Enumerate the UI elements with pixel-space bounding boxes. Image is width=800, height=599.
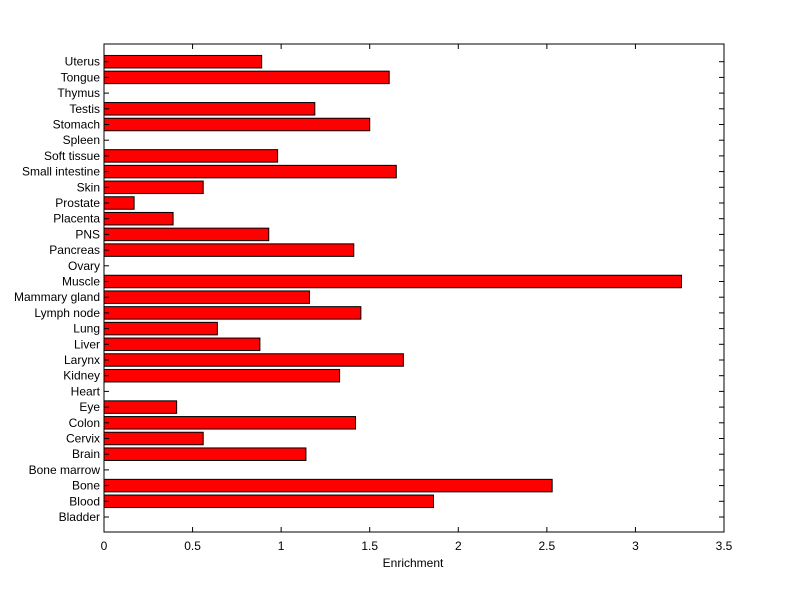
y-tick-label-blood: Blood <box>69 494 100 508</box>
bar-stomach <box>103 117 371 132</box>
bar-skin <box>103 180 204 195</box>
bar-pns <box>103 227 270 242</box>
x-tick-label: 0 <box>101 539 108 553</box>
y-tick-label-spleen: Spleen <box>63 133 100 147</box>
y-tick-label-ovary: Ovary <box>68 259 100 273</box>
y-tick-label-liver: Liver <box>74 337 100 351</box>
bar-tongue <box>103 70 390 85</box>
bar-testis <box>103 102 316 116</box>
y-tick-label-muscle: Muscle <box>62 275 100 289</box>
y-tick-label-kidney: Kidney <box>63 369 100 383</box>
x-tick-label: 2.5 <box>539 539 556 553</box>
bar-lymph-node <box>103 306 362 320</box>
bar-uterus <box>103 54 263 69</box>
y-tick-label-lung: Lung <box>73 322 100 336</box>
bar-blood <box>103 494 434 509</box>
x-tick-label: 1.5 <box>361 539 378 553</box>
y-tick-label-pns: PNS <box>75 227 100 241</box>
bar-pancreas <box>103 243 355 257</box>
x-axis-title: Enrichment <box>383 556 444 570</box>
y-tick-label-lymph-node: Lymph node <box>34 306 100 320</box>
y-tick-label-eye: Eye <box>79 400 100 414</box>
plot-frame <box>103 43 725 533</box>
y-tick-label-bladder: Bladder <box>59 510 100 524</box>
y-tick-label-prostate: Prostate <box>55 196 100 210</box>
x-tick-label: 1 <box>278 539 285 553</box>
y-tick-label-testis: Testis <box>69 102 100 116</box>
y-tick-label-larynx: Larynx <box>64 353 100 367</box>
x-tick-label: 3.5 <box>716 539 733 553</box>
bar-cervix <box>103 431 204 446</box>
bar-colon <box>103 416 357 430</box>
x-tick-label: 3 <box>632 539 639 553</box>
bar-mammary-gland <box>103 290 310 304</box>
bar-eye <box>103 400 178 414</box>
y-tick-label-mammary-gland: Mammary gland <box>14 290 100 304</box>
y-tick-label-skin: Skin <box>77 180 100 194</box>
y-tick-label-cervix: Cervix <box>66 432 100 446</box>
y-tick-label-placenta: Placenta <box>53 212 100 226</box>
y-tick-label-brain: Brain <box>72 447 100 461</box>
y-tick-label-tongue: Tongue <box>61 70 101 84</box>
y-tick-label-heart: Heart <box>71 384 101 398</box>
y-tick-label-soft-tissue: Soft tissue <box>44 149 100 163</box>
y-tick-label-stomach: Stomach <box>53 118 100 132</box>
y-tick-label-uterus: Uterus <box>65 55 100 69</box>
y-tick-label-bone-marrow: Bone marrow <box>29 463 101 477</box>
x-tick-label: 0.5 <box>184 539 201 553</box>
y-tick-label-small-intestine: Small intestine <box>22 165 100 179</box>
x-axis-ticks: 0 0.5 1 1.5 2 2.5 3 3.5 <box>101 44 733 553</box>
bar-lung <box>103 321 218 336</box>
y-tick-label-pancreas: Pancreas <box>49 243 100 257</box>
bar-liver <box>103 337 261 352</box>
bar-larynx <box>103 353 404 367</box>
y-tick-label-colon: Colon <box>69 416 100 430</box>
bar-muscle <box>103 274 682 289</box>
y-tick-label-thymus: Thymus <box>57 86 100 100</box>
y-tick-label-bone: Bone <box>72 479 100 493</box>
bar-small-intestine <box>103 164 397 179</box>
bar-placenta <box>103 211 174 226</box>
bar-soft-tissue <box>103 149 279 163</box>
bar-kidney <box>103 368 341 383</box>
bar-brain <box>103 447 307 461</box>
x-tick-label: 2 <box>455 539 462 553</box>
bar-bone <box>103 478 553 493</box>
